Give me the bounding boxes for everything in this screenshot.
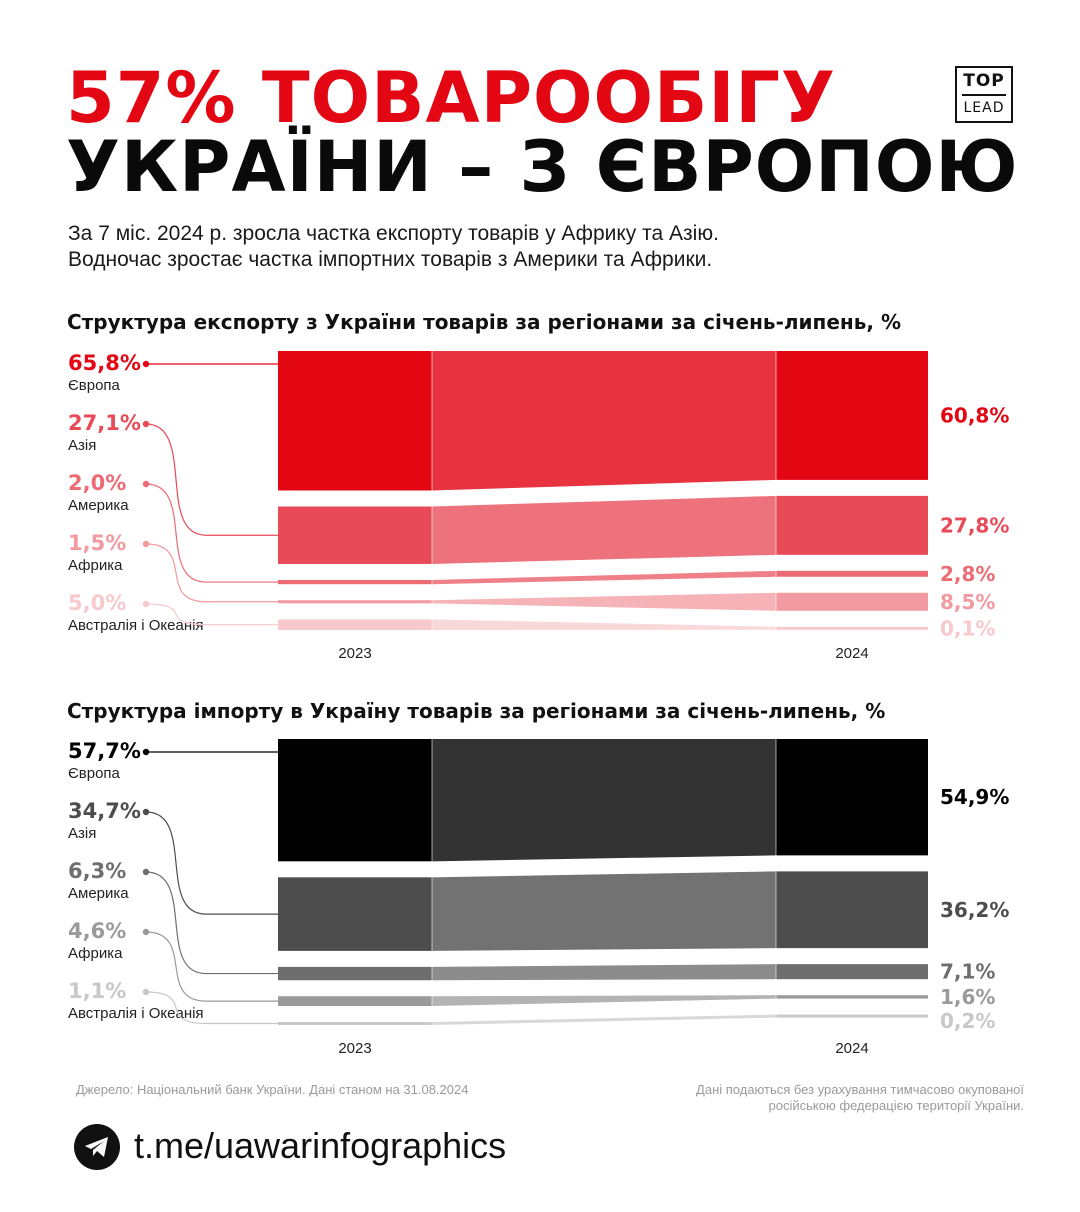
bar-2024-europe: [776, 351, 928, 480]
flow-band-europe: [432, 739, 776, 862]
region-name-africa: Африка: [68, 557, 123, 574]
label-2024-america: 7,1%: [940, 960, 995, 984]
bar-2023-australia-oceania: [278, 619, 432, 630]
export-chart: 65,8% Європа 27,1% Азія 2,0% Америка 1,5% Африк…: [68, 351, 1009, 662]
logo-bottom-text: LEAD: [963, 100, 1005, 116]
year-label-2023: 2023: [338, 645, 371, 662]
label-2023-australia-oceania: 1,1%: [68, 979, 126, 1003]
bar-2023-africa: [278, 996, 432, 1006]
label-2023-australia-oceania: 5,0%: [68, 591, 126, 615]
connector-line-africa: [145, 543, 278, 603]
occupation-note: Дані подаються без урахування тимчасово …: [696, 1082, 1024, 1114]
bar-2024-asia: [776, 871, 928, 949]
connector-line-america: [145, 483, 278, 583]
year-label-2023: 2023: [338, 1040, 371, 1057]
connector-line-asia: [145, 423, 278, 536]
export-chart-title: Структура експорту з України товарів за …: [67, 310, 901, 334]
occupation-note-line-1: Дані подаються без урахування тимчасово …: [696, 1082, 1024, 1097]
region-name-asia: Азія: [68, 437, 96, 454]
telegram-plane-glyph: [85, 1137, 108, 1157]
connector-line-asia: [145, 811, 278, 915]
title-line-1: 57% ТОВАРООБІГУ: [66, 57, 836, 139]
region-name-australia-oceania: Австралія і Океанія: [68, 617, 204, 634]
label-2023-africa: 4,6%: [68, 919, 126, 943]
bar-2023-europe: [278, 739, 432, 862]
import-chart-title: Структура імпорту в Україну товарів за р…: [67, 699, 886, 723]
bar-2024-australia-oceania: [776, 1014, 928, 1018]
bar-2023-asia: [278, 506, 432, 564]
year-label-2024: 2024: [835, 1040, 868, 1057]
bar-2023-america: [278, 966, 432, 981]
label-2023-asia: 34,7%: [68, 799, 141, 823]
logo-divider: [962, 94, 1006, 96]
bar-2023-africa: [278, 600, 432, 604]
label-2023-america: 6,3%: [68, 859, 126, 883]
flow-band-europe: [432, 351, 776, 491]
telegram-channel-link[interactable]: t.me/uawarinfographics: [134, 1125, 507, 1166]
subtitle: За 7 міс. 2024 р. зросла частка експорту…: [68, 221, 719, 273]
top-lead-logo: TOP LEAD: [955, 66, 1013, 123]
region-name-asia: Азія: [68, 825, 96, 842]
connector-line-australia-oceania: [145, 991, 278, 1025]
flow-band-africa: [432, 995, 776, 1006]
connector-line-america: [145, 871, 278, 975]
bar-2023-europe: [278, 351, 432, 491]
bar-2023-america: [278, 579, 432, 585]
connector-line-africa: [145, 931, 278, 1002]
label-2023-europe: 57,7%: [68, 739, 141, 763]
flow-band-africa: [432, 592, 776, 611]
source-note: Джерело: Національний банк України. Дані…: [76, 1082, 469, 1097]
bar-2024-africa: [776, 995, 928, 999]
bar-2023-australia-oceania: [278, 1021, 432, 1025]
region-name-australia-oceania: Австралія і Океанія: [68, 1005, 204, 1022]
flow-band-asia: [432, 871, 776, 951]
label-2023-europe: 65,8%: [68, 351, 141, 375]
bar-2024-america: [776, 964, 928, 980]
subtitle-line-1: За 7 міс. 2024 р. зросла частка експорту…: [68, 222, 719, 245]
connector-line-australia-oceania: [145, 603, 278, 626]
region-name-america: Америка: [68, 497, 129, 514]
flow-band-australia-oceania: [432, 619, 776, 630]
bar-2024-europe: [776, 739, 928, 856]
bar-2024-africa: [776, 592, 928, 611]
label-2024-africa: 1,6%: [940, 985, 995, 1009]
label-2024-asia: 27,8%: [940, 513, 1009, 537]
bar-2024-america: [776, 570, 928, 577]
label-2024-europe: 54,9%: [940, 785, 1009, 809]
label-2024-asia: 36,2%: [940, 898, 1009, 922]
region-name-africa: Африка: [68, 945, 123, 962]
occupation-note-line-2: російською федерацією території України.: [768, 1098, 1024, 1113]
import-chart: 57,7% Європа 34,7% Азія 6,3% Америка 4,6% Африк…: [68, 739, 1009, 1057]
logo-top-text: TOP: [963, 71, 1005, 91]
region-name-europe: Європа: [68, 765, 121, 782]
label-2024-australia-oceania: 0,2%: [940, 1009, 995, 1033]
bar-2023-asia: [278, 877, 432, 951]
flow-band-america: [432, 964, 776, 981]
flow-band-australia-oceania: [432, 1014, 776, 1025]
flow-band-america: [432, 570, 776, 585]
telegram-icon[interactable]: [74, 1124, 120, 1170]
bar-2024-asia: [776, 495, 928, 555]
label-2024-africa: 8,5%: [940, 590, 995, 614]
label-2024-europe: 60,8%: [940, 403, 1009, 427]
flow-band-asia: [432, 495, 776, 564]
label-2024-america: 2,8%: [940, 562, 995, 586]
label-2023-africa: 1,5%: [68, 531, 126, 555]
subtitle-line-2: Водночас зростає частка імпортних товарі…: [68, 248, 713, 271]
bar-2024-australia-oceania: [776, 626, 928, 630]
label-2023-asia: 27,1%: [68, 411, 141, 435]
title-line-2: УКРАЇНИ – З ЄВРОПОЮ: [66, 126, 1019, 208]
region-name-america: Америка: [68, 885, 129, 902]
label-2023-america: 2,0%: [68, 471, 126, 495]
label-2024-australia-oceania: 0,1%: [940, 616, 995, 640]
region-name-europe: Європа: [68, 377, 121, 394]
year-label-2024: 2024: [835, 645, 868, 662]
